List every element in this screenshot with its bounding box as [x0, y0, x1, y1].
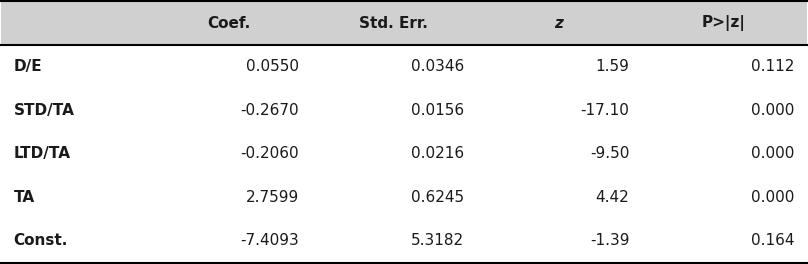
Bar — [2, 1, 806, 45]
Text: -1.39: -1.39 — [590, 233, 629, 248]
Bar — [2, 45, 806, 88]
Text: z: z — [554, 16, 563, 31]
Text: 2.7599: 2.7599 — [246, 190, 299, 205]
Text: 0.0216: 0.0216 — [411, 146, 465, 161]
Bar — [2, 219, 806, 263]
Text: 0.000: 0.000 — [751, 190, 794, 205]
Text: P>|z|: P>|z| — [702, 15, 746, 31]
Text: 4.42: 4.42 — [595, 190, 629, 205]
Text: 0.0346: 0.0346 — [411, 59, 465, 74]
Text: 0.6245: 0.6245 — [411, 190, 465, 205]
Text: -9.50: -9.50 — [590, 146, 629, 161]
Text: Const.: Const. — [14, 233, 68, 248]
Text: 1.59: 1.59 — [595, 59, 629, 74]
Text: 0.0156: 0.0156 — [411, 103, 465, 118]
Text: STD/TA: STD/TA — [14, 103, 74, 118]
Text: LTD/TA: LTD/TA — [14, 146, 70, 161]
Text: -7.4093: -7.4093 — [241, 233, 299, 248]
Text: 0.000: 0.000 — [751, 146, 794, 161]
Text: -0.2060: -0.2060 — [241, 146, 299, 161]
Text: D/E: D/E — [14, 59, 42, 74]
Text: 0.164: 0.164 — [751, 233, 794, 248]
Text: TA: TA — [14, 190, 35, 205]
Bar — [2, 176, 806, 219]
Text: 0.0550: 0.0550 — [246, 59, 299, 74]
Text: Coef.: Coef. — [207, 16, 250, 31]
Text: 0.112: 0.112 — [751, 59, 794, 74]
Bar — [2, 88, 806, 132]
Text: -17.10: -17.10 — [581, 103, 629, 118]
Bar — [2, 132, 806, 176]
Text: 0.000: 0.000 — [751, 103, 794, 118]
Text: 5.3182: 5.3182 — [411, 233, 465, 248]
Text: Std. Err.: Std. Err. — [360, 16, 428, 31]
Text: -0.2670: -0.2670 — [241, 103, 299, 118]
